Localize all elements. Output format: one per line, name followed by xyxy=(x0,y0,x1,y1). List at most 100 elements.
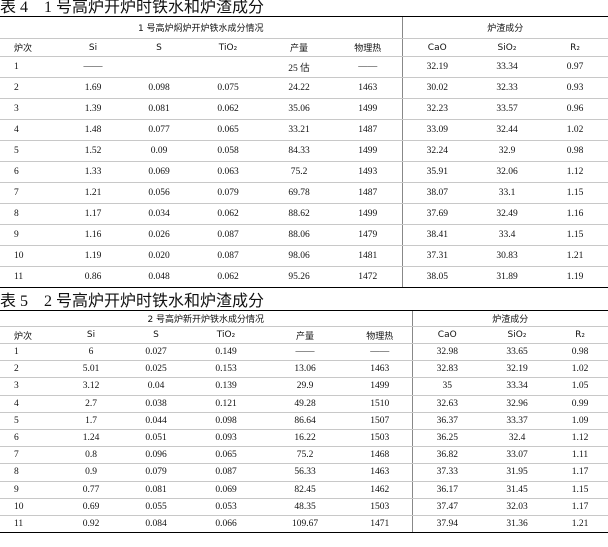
table-cell: 1507 xyxy=(348,412,412,430)
table-cell: 0.99 xyxy=(552,395,608,413)
column-header: TiO₂ xyxy=(192,38,264,57)
table-row: 10 0.69 0.055 0.053 48.35 1503 37.47 32.03 1.17 xyxy=(0,498,608,516)
table-cell: 0.079 xyxy=(122,463,190,482)
table-cell: 37.33 xyxy=(411,463,482,482)
table-cell: 0.149 xyxy=(190,343,262,362)
table-cell: 95.26 xyxy=(264,266,334,288)
table-cell: 0.077 xyxy=(126,119,192,141)
table-cell: 0.062 xyxy=(192,266,264,288)
table-cell: 1471 xyxy=(348,515,412,534)
table-cell: 31.45 xyxy=(482,481,552,499)
table-cell: 1487 xyxy=(334,182,402,204)
table-row: 5 1.52 0.09 0.058 84.33 1499 32.24 32.9 0.98 xyxy=(0,140,608,162)
table-cell: 0.09 xyxy=(126,140,192,162)
table-row: 2 5.01 0.025 0.153 13.06 1463 32.83 32.19 1.02 xyxy=(0,360,608,379)
table-cell: 36.25 xyxy=(411,429,482,448)
table-cell: 25 估 xyxy=(264,56,334,78)
table-cell: 0.062 xyxy=(192,203,264,225)
table-cell: 32.19 xyxy=(482,360,552,379)
table-cell: 84.33 xyxy=(264,140,334,162)
table-cell: 82.45 xyxy=(262,481,348,499)
table-cell: 0.025 xyxy=(122,360,190,379)
table-cell: 0.079 xyxy=(192,182,264,204)
column-header: S xyxy=(122,326,190,344)
table-row: 1 —— 25 估 —— 32.19 33.34 0.97 xyxy=(0,56,608,78)
table-cell: 1.15 xyxy=(542,224,608,246)
table-cell: 0.098 xyxy=(126,77,192,99)
table-cell: 88.06 xyxy=(264,224,334,246)
group-header: 炉渣成分 xyxy=(401,16,608,39)
column-header-row: 炉次 Si S TiO₂ 产量 物理热 CaO SiO₂ R₂ xyxy=(0,38,608,57)
table-cell: 1.02 xyxy=(542,119,608,141)
table-cell: 1.17 xyxy=(60,203,126,225)
table-cell: 0.9 xyxy=(60,463,122,482)
column-header: TiO₂ xyxy=(190,326,262,344)
table-cell: 3 xyxy=(0,98,60,120)
column-header-row: 炉次 Si S TiO₂ 产量 物理热 CaO SiO₂ R₂ xyxy=(0,326,608,344)
table-row: 9 1.16 0.026 0.087 88.06 1479 38.41 33.4 1.15 xyxy=(0,224,608,246)
table-cell: 0.139 xyxy=(190,377,262,396)
table-cell: 32.44 xyxy=(472,119,542,141)
table-row: 9 0.77 0.081 0.069 82.45 1462 36.17 31.45 1.15 xyxy=(0,481,608,499)
table-cell: 0.096 xyxy=(122,446,190,465)
table-cell: 0.056 xyxy=(126,182,192,204)
table-cell: 0.098 xyxy=(190,412,262,430)
table-cell: 0.081 xyxy=(122,481,190,499)
table-cell: 1.05 xyxy=(552,377,608,396)
table-cell: 8 xyxy=(0,463,60,482)
column-header: 炉次 xyxy=(0,326,60,344)
table-cell: 36.82 xyxy=(411,446,482,465)
table-cell: 35 xyxy=(411,377,482,396)
table-cell: 6 xyxy=(60,343,122,362)
table-cell: 0.084 xyxy=(122,515,190,534)
table-cell: 33.37 xyxy=(482,412,552,430)
table-cell: 11 xyxy=(0,515,60,534)
table-cell: 3 xyxy=(0,377,60,396)
table-cell: 1463 xyxy=(334,77,402,99)
table-cell: 32.33 xyxy=(472,77,542,99)
table-cell: 1.33 xyxy=(60,161,126,183)
table-cell: 36.37 xyxy=(411,412,482,430)
column-header: 产量 xyxy=(262,326,348,344)
table-row: 8 0.9 0.079 0.087 56.33 1463 37.33 31.95 1.17 xyxy=(0,463,608,482)
table-cell: 1.21 xyxy=(542,245,608,267)
table-cell: 0.051 xyxy=(122,429,190,448)
group-header-row: 1 号高炉焖炉开炉铁水成分情况 炉渣成分 xyxy=(0,16,608,39)
table-cell: 0.087 xyxy=(192,245,264,267)
table-cell: 0.98 xyxy=(542,140,608,162)
table-row: 4 1.48 0.077 0.065 33.21 1487 33.09 32.44 1.02 xyxy=(0,119,608,141)
table-cell: 5.01 xyxy=(60,360,122,379)
table-row: 6 1.33 0.069 0.063 75.2 1493 35.91 32.06 1.12 xyxy=(0,161,608,183)
column-header: Si xyxy=(60,38,126,57)
table-title: 表 4 1 号高炉开炉时铁水和炉渣成分 xyxy=(0,0,265,16)
column-header: 产量 xyxy=(264,38,334,57)
table-cell: 31.89 xyxy=(472,266,542,288)
table-cell: 9 xyxy=(0,481,60,499)
table-cell: 0.027 xyxy=(122,343,190,362)
table-cell: 1472 xyxy=(334,266,402,288)
table-cell: 0.093 xyxy=(190,429,262,448)
table-cell: 1.16 xyxy=(60,224,126,246)
table-cell: 1.21 xyxy=(552,515,608,534)
table-cell: 69.78 xyxy=(264,182,334,204)
table-cell: 0.153 xyxy=(190,360,262,379)
table-cell: 32.49 xyxy=(472,203,542,225)
table-cell: 1 xyxy=(0,56,60,78)
table-cell: 37.69 xyxy=(401,203,472,225)
table-cell: 5 xyxy=(0,412,60,430)
table-cell: 32.98 xyxy=(411,343,482,362)
table-cell: 56.33 xyxy=(262,463,348,482)
table-cell: 32.63 xyxy=(411,395,482,413)
table-cell: 0.087 xyxy=(190,463,262,482)
table-row: 4 2.7 0.038 0.121 49.28 1510 32.63 32.96 0.99 xyxy=(0,395,608,413)
group-header-row: 2 号高炉新开炉铁水成分情况 炉渣成分 xyxy=(0,310,608,327)
table-cell: 1.09 xyxy=(552,412,608,430)
table-cell: 32.9 xyxy=(472,140,542,162)
table-cell: 33.07 xyxy=(482,446,552,465)
table-cell: 33.21 xyxy=(264,119,334,141)
table-cell: 1463 xyxy=(348,360,412,379)
table-cell: 0.98 xyxy=(552,343,608,362)
table-cell: 0.93 xyxy=(542,77,608,99)
column-header: Si xyxy=(60,326,122,344)
table-cell: 38.05 xyxy=(401,266,472,288)
